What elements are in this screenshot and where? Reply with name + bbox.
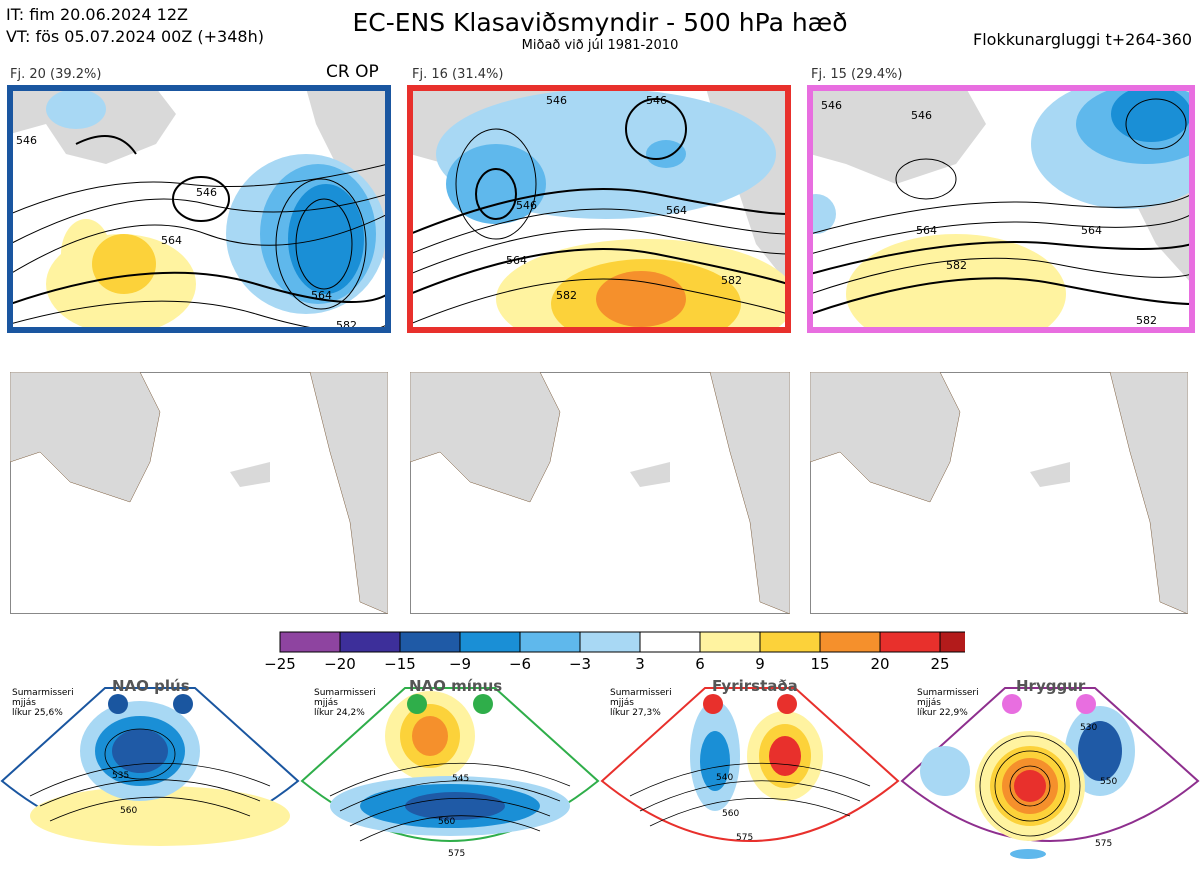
colorbar-swatch xyxy=(279,631,341,653)
regime-note-nao-minus: Sumarmisseri mjjás líkur 24,2% xyxy=(314,688,376,718)
colorbar-swatch xyxy=(939,631,965,653)
colorbar-tick-label: 25 xyxy=(930,655,949,673)
cluster-map-2: 546 546 546 564 564 582 582 xyxy=(407,85,791,333)
colorbar-tick-label: −9 xyxy=(449,655,471,673)
regime-title-blocking: Fyrirstaða xyxy=(712,677,798,695)
cluster-border xyxy=(807,85,1195,333)
contour-label: 530 xyxy=(1080,723,1097,733)
cluster-border xyxy=(407,85,791,333)
contour-label: 564 xyxy=(311,289,332,302)
contour-label: 575 xyxy=(1095,839,1112,849)
crop-label: CR OP xyxy=(326,62,379,82)
contour-label: 546 xyxy=(821,99,842,112)
colorbar-tick-label: 20 xyxy=(870,655,889,673)
contour-label: 535 xyxy=(112,771,129,781)
contour-label: 546 xyxy=(546,94,567,107)
contour-label: 582 xyxy=(721,274,742,287)
colorbar-swatch xyxy=(339,631,401,653)
regime-title-nao-minus: NAO mínus xyxy=(409,677,503,695)
regime-maps: 535 560 545 560 575 540 560 575 xyxy=(0,687,1200,859)
contour-label: 560 xyxy=(438,817,455,827)
init-time: IT: fim 20.06.2024 12Z xyxy=(6,5,188,24)
regime-ridge: 530 550 575 xyxy=(900,687,1200,859)
contour-label: 582 xyxy=(336,319,357,332)
base-map-3 xyxy=(810,372,1188,614)
contour-label: 575 xyxy=(736,833,753,843)
contour-label: 540 xyxy=(716,773,733,783)
contour-label: 564 xyxy=(161,234,182,247)
colorbar-swatch xyxy=(759,631,821,653)
colorbar-tick-label: 6 xyxy=(695,655,705,673)
colorbar-tick-label: −25 xyxy=(264,655,296,673)
contour-label: 546 xyxy=(911,109,932,122)
cluster-border xyxy=(7,85,391,333)
regime-note-ridge: Sumarmisseri mjjás líkur 22,9% xyxy=(917,688,979,718)
page-subtitle: Miðað við júl 1981-2010 xyxy=(521,38,679,53)
colorbar-tick-label: −6 xyxy=(509,655,531,673)
regime-blocking: 540 560 575 xyxy=(600,687,900,843)
contour-label: 546 xyxy=(16,134,37,147)
cluster-2-label: Fj. 16 (31.4%) xyxy=(412,67,504,82)
regime-note-nao-plus: Sumarmisseri mjjás líkur 25,6% xyxy=(12,688,74,718)
regime-nao-minus: 545 560 575 xyxy=(300,687,600,859)
colorbar-swatch xyxy=(639,631,701,653)
contour-label: 545 xyxy=(452,774,469,784)
page-title: EC-ENS Klasaviðsmyndir - 500 hPa hæð xyxy=(352,8,848,37)
contour-label: 546 xyxy=(516,199,537,212)
colorbar-tick-label: 3 xyxy=(635,655,645,673)
cluster-1-label: Fj. 20 (39.2%) xyxy=(10,67,102,82)
base-map-1 xyxy=(10,372,388,614)
contour-label: 582 xyxy=(556,289,577,302)
contour-label: 546 xyxy=(196,186,217,199)
colorbar-tick-label: 15 xyxy=(810,655,829,673)
contour-label: 575 xyxy=(448,849,465,859)
contour-label: 560 xyxy=(120,806,137,816)
colorbar-swatch xyxy=(879,631,941,653)
colorbar-swatch xyxy=(399,631,461,653)
colorbar-tick-label: −20 xyxy=(324,655,356,673)
colorbar-swatch xyxy=(459,631,521,653)
cluster-map-3: 546 546 564 564 582 582 xyxy=(807,85,1195,333)
cluster-map-1: 546 564 564 546 582 xyxy=(7,85,391,333)
contour-label: 564 xyxy=(916,224,937,237)
regime-title-ridge: Hryggur xyxy=(1016,677,1086,695)
contour-label: 582 xyxy=(1136,314,1157,327)
colorbar-tick-label: −3 xyxy=(569,655,591,673)
colorbar-swatch xyxy=(579,631,641,653)
header-info: IT: fim 20.06.2024 12Z VT: fös 05.07.202… xyxy=(6,4,264,48)
contour-label: 550 xyxy=(1100,777,1117,787)
cluster-window: Flokkunargluggi t+264-360 xyxy=(973,30,1192,49)
cluster-3-label: Fj. 15 (29.4%) xyxy=(811,67,903,82)
contour-label: 546 xyxy=(646,94,667,107)
base-map-2 xyxy=(410,372,790,614)
colorbar-swatch xyxy=(819,631,881,653)
contour-label: 564 xyxy=(506,254,527,267)
regime-title-nao-plus: NAO plús xyxy=(112,677,190,695)
colorbar-tick-label: −15 xyxy=(384,655,416,673)
regime-nao-plus: 535 560 xyxy=(0,687,300,846)
valid-time: VT: fös 05.07.2024 00Z (+348h) xyxy=(6,27,264,46)
contour-label: 564 xyxy=(666,204,687,217)
colorbar: −25 −20 −15 −9 −6 −3 3 6 9 15 20 25 xyxy=(264,631,965,673)
regime-note-blocking: Sumarmisseri mjjás líkur 27,3% xyxy=(610,688,672,718)
colorbar-tick-label: 9 xyxy=(755,655,765,673)
contour-label: 560 xyxy=(722,809,739,819)
colorbar-swatch xyxy=(519,631,581,653)
colorbar-swatch xyxy=(699,631,761,653)
contour-label: 564 xyxy=(1081,224,1102,237)
contour-label: 582 xyxy=(946,259,967,272)
